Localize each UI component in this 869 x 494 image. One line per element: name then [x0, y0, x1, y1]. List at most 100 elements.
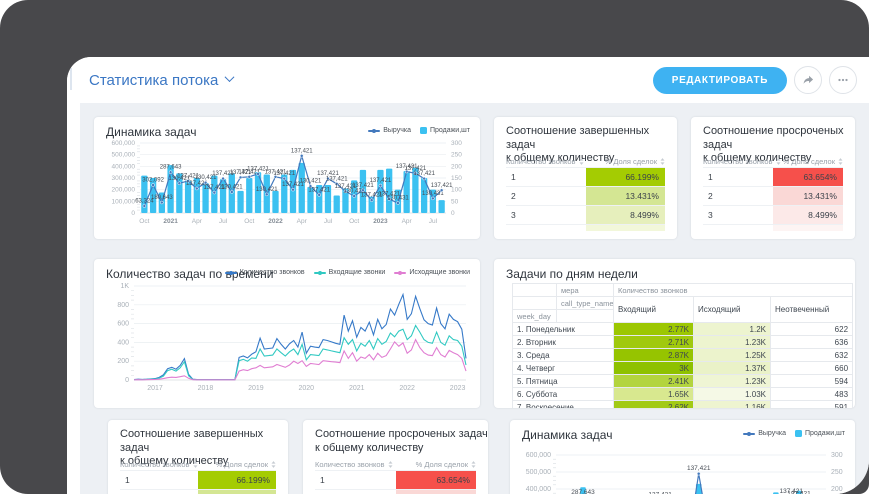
bar[interactable] [272, 190, 279, 213]
table-row[interactable]: 213.431% [315, 489, 476, 494]
line-point[interactable] [203, 180, 208, 185]
series-line[interactable] [133, 324, 467, 381]
line-point[interactable] [387, 197, 391, 201]
column-header-calls[interactable]: Количество звонков [120, 460, 198, 469]
line-point[interactable] [186, 179, 190, 183]
bar[interactable] [796, 490, 802, 494]
legend-item-sales[interactable]: Продажи,шт [794, 430, 845, 437]
column-header-share[interactable]: % Доля сделок [783, 157, 843, 166]
table-row[interactable]: 3 8.499% [506, 205, 665, 224]
legend-item-sales[interactable]: Продажи,шт [419, 127, 470, 134]
bar[interactable] [211, 175, 218, 213]
bar[interactable] [324, 185, 332, 213]
line-point[interactable] [343, 189, 348, 194]
table-row[interactable]: 3 8.499% [703, 205, 843, 224]
line-point[interactable] [696, 471, 701, 476]
bar[interactable] [412, 167, 419, 214]
bar[interactable] [184, 180, 192, 213]
pivot-row[interactable]: 4. Четверг 3K 1.37K 660 [512, 361, 854, 375]
line-point[interactable] [361, 188, 365, 192]
line-point[interactable] [291, 187, 295, 192]
line-point[interactable] [352, 194, 356, 198]
multiline-chart[interactable]: 1K 800 600 400 200 0 2017 2018 2019 2020 2021 2022 2… [94, 259, 480, 408]
bar[interactable] [298, 162, 305, 213]
pivot-row[interactable]: 3. Среда 2.87K 1.25K 632 [512, 348, 854, 362]
line-point[interactable] [404, 169, 409, 174]
pivot-row[interactable]: 5. Пятница 2.41K 1.23K 594 [512, 374, 854, 388]
pivot-row[interactable]: 2. Вторник 2.71K 1.23K 636 [512, 335, 854, 349]
line-point[interactable] [177, 181, 182, 185]
line-point[interactable] [238, 175, 243, 180]
pivot-row[interactable]: 7. Воскресение 2.62K 1.16K 591 [512, 400, 854, 408]
bar[interactable] [202, 183, 209, 213]
bar[interactable] [377, 169, 384, 213]
bar[interactable] [281, 174, 288, 214]
line-point[interactable] [378, 183, 383, 188]
bar[interactable] [342, 188, 349, 214]
line-point[interactable] [422, 176, 426, 181]
bar[interactable] [438, 200, 445, 213]
column-header-calls[interactable]: Количество звонков [703, 157, 781, 166]
bar[interactable] [580, 487, 586, 494]
column-header-calls[interactable]: Количество звонков [506, 157, 584, 166]
line-point[interactable] [439, 188, 444, 192]
column-header-share[interactable]: % Доля сделок [216, 460, 276, 469]
table-row[interactable]: 44.649% [506, 224, 665, 231]
line-point[interactable] [221, 176, 225, 181]
page-title[interactable]: Статистика потока [89, 72, 235, 89]
line-point[interactable] [168, 170, 173, 174]
line-point[interactable] [151, 183, 155, 187]
line-point[interactable] [212, 190, 217, 195]
legend-item-outgoing[interactable]: Исходящие звонки [394, 269, 470, 276]
bar[interactable] [403, 171, 410, 213]
table-row[interactable]: 1 66.199% [506, 167, 665, 186]
legend-item-incoming[interactable]: Входящие звонки [313, 269, 385, 276]
line-point[interactable] [369, 198, 374, 202]
bar[interactable] [246, 178, 253, 213]
line-point[interactable] [273, 175, 278, 179]
column-header-calls[interactable]: Количество звонков [315, 460, 393, 469]
line-point[interactable] [195, 186, 199, 191]
series-line[interactable] [133, 338, 467, 381]
line-point[interactable] [413, 171, 418, 176]
line-point[interactable] [282, 176, 287, 181]
bar[interactable] [420, 178, 428, 213]
bar[interactable] [386, 168, 393, 213]
pivot-row[interactable]: 1. Понедельник 2.77K 1.2K 622 [512, 322, 854, 336]
line-point[interactable] [142, 204, 147, 208]
line-point[interactable] [230, 190, 234, 194]
line-point[interactable] [160, 200, 164, 205]
bar[interactable] [237, 190, 244, 213]
bar[interactable] [695, 483, 702, 494]
series-line[interactable] [133, 292, 467, 381]
share-button[interactable] [794, 66, 822, 94]
line-point[interactable] [299, 154, 304, 158]
edit-button[interactable]: РЕДАКТИРОВАТЬ [652, 66, 787, 94]
line-point[interactable] [334, 182, 339, 186]
more-button[interactable] [829, 66, 857, 94]
table-row[interactable]: 1 66.199% [120, 470, 276, 489]
line-point[interactable] [326, 176, 330, 181]
line-point[interactable] [308, 184, 313, 188]
line-point[interactable] [396, 201, 400, 205]
line-point[interactable] [265, 192, 269, 197]
legend-item-count[interactable]: Количество звонков [224, 269, 305, 276]
line-point[interactable] [431, 196, 435, 201]
bar[interactable] [254, 172, 262, 213]
table-row[interactable]: 213.431% [120, 489, 276, 494]
column-header-share[interactable]: % Доля сделок [605, 157, 665, 166]
line-point[interactable] [247, 175, 252, 179]
bar[interactable] [149, 178, 157, 213]
combo-chart[interactable]: 600,000300500,000250400,000200300,000150… [510, 420, 855, 494]
table-row[interactable]: 1 63.654% [315, 470, 476, 489]
column-header-share[interactable]: % Доля сделок [416, 460, 476, 469]
bar[interactable] [333, 195, 340, 214]
bar[interactable] [307, 186, 314, 213]
table-row[interactable]: 1 63.654% [703, 167, 843, 186]
line-point[interactable] [317, 193, 321, 197]
bar[interactable] [219, 179, 227, 213]
legend-item-revenue[interactable]: Выручка [368, 127, 411, 134]
